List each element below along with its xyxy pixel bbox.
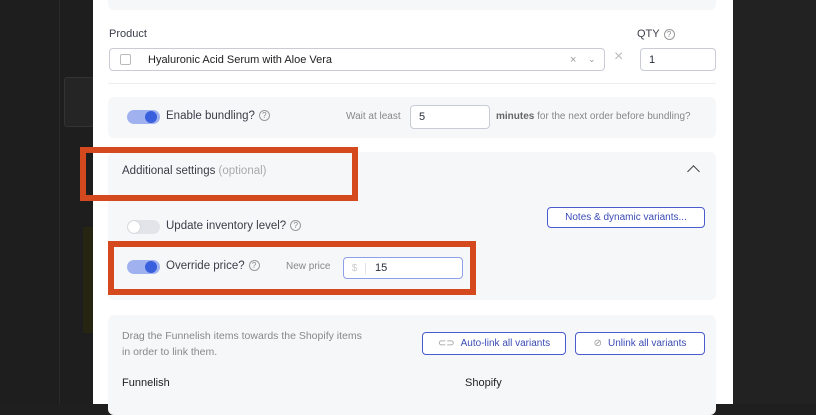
link-icon: ⊂⊃ <box>437 338 455 349</box>
background-page-right <box>733 0 816 404</box>
wait-prefix: Wait at least <box>346 111 401 122</box>
qty-input[interactable]: 1 <box>640 48 716 71</box>
help-icon[interactable]: ? <box>258 110 270 122</box>
currency-prefix: $ <box>344 262 366 274</box>
unlink-button[interactable]: ⊘ Unlink all variants <box>575 332 705 355</box>
unlink-icon: ⊘ <box>593 338 602 349</box>
linking-instructions: Drag the Funnelish items towards the Sho… <box>122 330 362 358</box>
product-select[interactable]: Hyaluronic Acid Serum with Aloe Vera × ⌄ <box>109 48 605 71</box>
top-panel <box>108 0 716 10</box>
help-icon[interactable]: ? <box>663 28 675 40</box>
override-price-label: Override price?? <box>166 260 260 272</box>
wait-suffix: minutes for the next order before bundli… <box>496 111 691 122</box>
image-icon <box>120 54 131 65</box>
bundling-label: Enable bundling?? <box>166 110 270 122</box>
chevron-down-icon[interactable]: ⌄ <box>588 54 596 64</box>
chevron-up-icon[interactable] <box>687 165 700 178</box>
funnelish-column-header: Funnelish <box>122 377 170 389</box>
product-label: Product <box>109 28 147 40</box>
auto-link-button[interactable]: ⊂⊃ Auto-link all variants <box>422 332 566 355</box>
multiply-icon: × <box>614 48 624 65</box>
notes-dynamic-variants-button[interactable]: Notes & dynamic variants... <box>547 207 705 228</box>
additional-settings-panel: Additional settings (optional) Update in… <box>108 152 716 300</box>
clear-icon[interactable]: × <box>570 53 577 66</box>
help-icon[interactable]: ? <box>248 260 260 272</box>
new-price-input[interactable]: $ 15 <box>343 257 463 279</box>
bundling-panel: Enable bundling?? Wait at least 5 minute… <box>108 97 716 138</box>
highlight-box-override-price <box>108 241 476 295</box>
bundling-toggle[interactable] <box>127 110 160 124</box>
override-price-toggle[interactable] <box>127 260 160 274</box>
wait-minutes-input[interactable]: 5 <box>410 105 490 129</box>
new-price-label: New price <box>286 261 331 272</box>
inventory-toggle[interactable] <box>127 220 160 234</box>
variant-linking-panel: Drag the Funnelish items towards the Sho… <box>108 315 716 415</box>
divider <box>108 83 716 84</box>
help-icon[interactable]: ? <box>290 220 302 232</box>
background-page-left <box>0 0 95 404</box>
shopify-column-header: Shopify <box>465 377 502 389</box>
inventory-label: Update inventory level?? <box>166 220 302 232</box>
product-select-value: Hyaluronic Acid Serum with Aloe Vera <box>148 53 333 66</box>
additional-settings-header[interactable]: Additional settings (optional) <box>122 165 267 177</box>
product-settings-modal: Product QTY? Hyaluronic Acid Serum with … <box>93 0 733 415</box>
highlight-box-additional-settings <box>80 147 358 201</box>
qty-label: QTY? <box>637 28 675 40</box>
product-thumbnail <box>64 77 94 127</box>
